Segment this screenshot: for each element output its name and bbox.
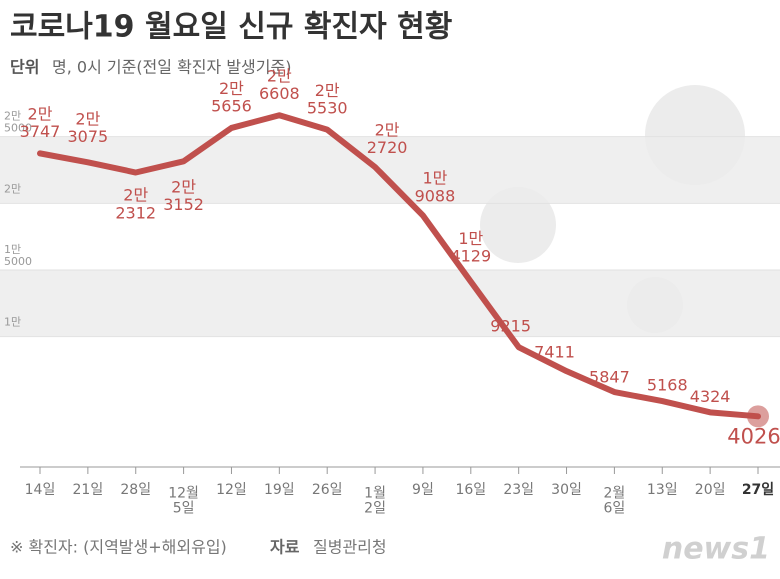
data-label: 5847 <box>589 368 630 387</box>
x-tick-label: 2월 6일 <box>604 485 626 516</box>
x-tick-label: 20일 <box>695 482 726 498</box>
x-tick-label: 9일 <box>412 482 434 498</box>
x-tick-label: 12일 <box>216 482 247 498</box>
data-label: 7411 <box>534 343 575 362</box>
data-label: 9215 <box>490 317 531 336</box>
y-tick-label: 1만 5000 <box>4 243 32 268</box>
end-marker <box>747 405 769 428</box>
x-tick-label: 13일 <box>647 482 678 498</box>
data-label: 2만 3747 <box>20 104 61 141</box>
virus-decoration <box>480 85 745 333</box>
logo: news1 <box>662 532 770 567</box>
data-label: 4324 <box>690 387 731 406</box>
data-label: 4026 <box>727 424 780 448</box>
y-tick-label: 2만 5000 <box>4 110 32 135</box>
x-tick-label: 30일 <box>551 482 582 498</box>
data-label: 5168 <box>647 376 688 395</box>
x-tick-label: 26일 <box>312 482 343 498</box>
virus <box>645 85 745 185</box>
x-tick-label: 27일 <box>742 482 774 498</box>
virus <box>480 187 556 263</box>
source: 질병관리청 <box>313 538 387 557</box>
data-label: 1만 4129 <box>450 228 491 265</box>
chart-title: 코로나19 월요일 신규 확진자 현황 <box>10 10 452 45</box>
unit: 명, 0시 기준(전일 확진자 발생기준) <box>52 58 291 77</box>
data-label: 2만 6608 <box>259 66 300 103</box>
source-label: 자료 <box>270 538 300 557</box>
y-tick-label: 1만 <box>4 316 21 329</box>
data-label: 1만 9088 <box>415 168 456 205</box>
unit-label: 단위 <box>10 58 39 77</box>
x-tick-label: 14일 <box>25 482 56 498</box>
x-tick-label: 19일 <box>264 482 295 498</box>
data-label: 2만 5530 <box>307 80 348 117</box>
data-label: 2만 2312 <box>115 185 156 222</box>
x-tick-label: 28일 <box>120 482 151 498</box>
data-label: 2만 2720 <box>367 120 408 157</box>
line <box>37 112 761 420</box>
x-tick-label: 1월 2일 <box>364 485 386 516</box>
data-label: 2만 5656 <box>211 79 252 116</box>
x-tick-label: 21일 <box>73 482 104 498</box>
x-tick-label: 12월 5일 <box>168 485 199 516</box>
footnote: ※ 확진자: (지역발생+해외유입) <box>10 538 227 557</box>
y-tick-label: 2만 <box>4 182 21 195</box>
virus <box>627 277 683 333</box>
data-label: 2만 3152 <box>163 177 204 214</box>
data-label: 2만 3075 <box>68 109 109 146</box>
x-tick-label: 23일 <box>503 482 534 498</box>
x-tick-label: 16일 <box>455 482 486 498</box>
